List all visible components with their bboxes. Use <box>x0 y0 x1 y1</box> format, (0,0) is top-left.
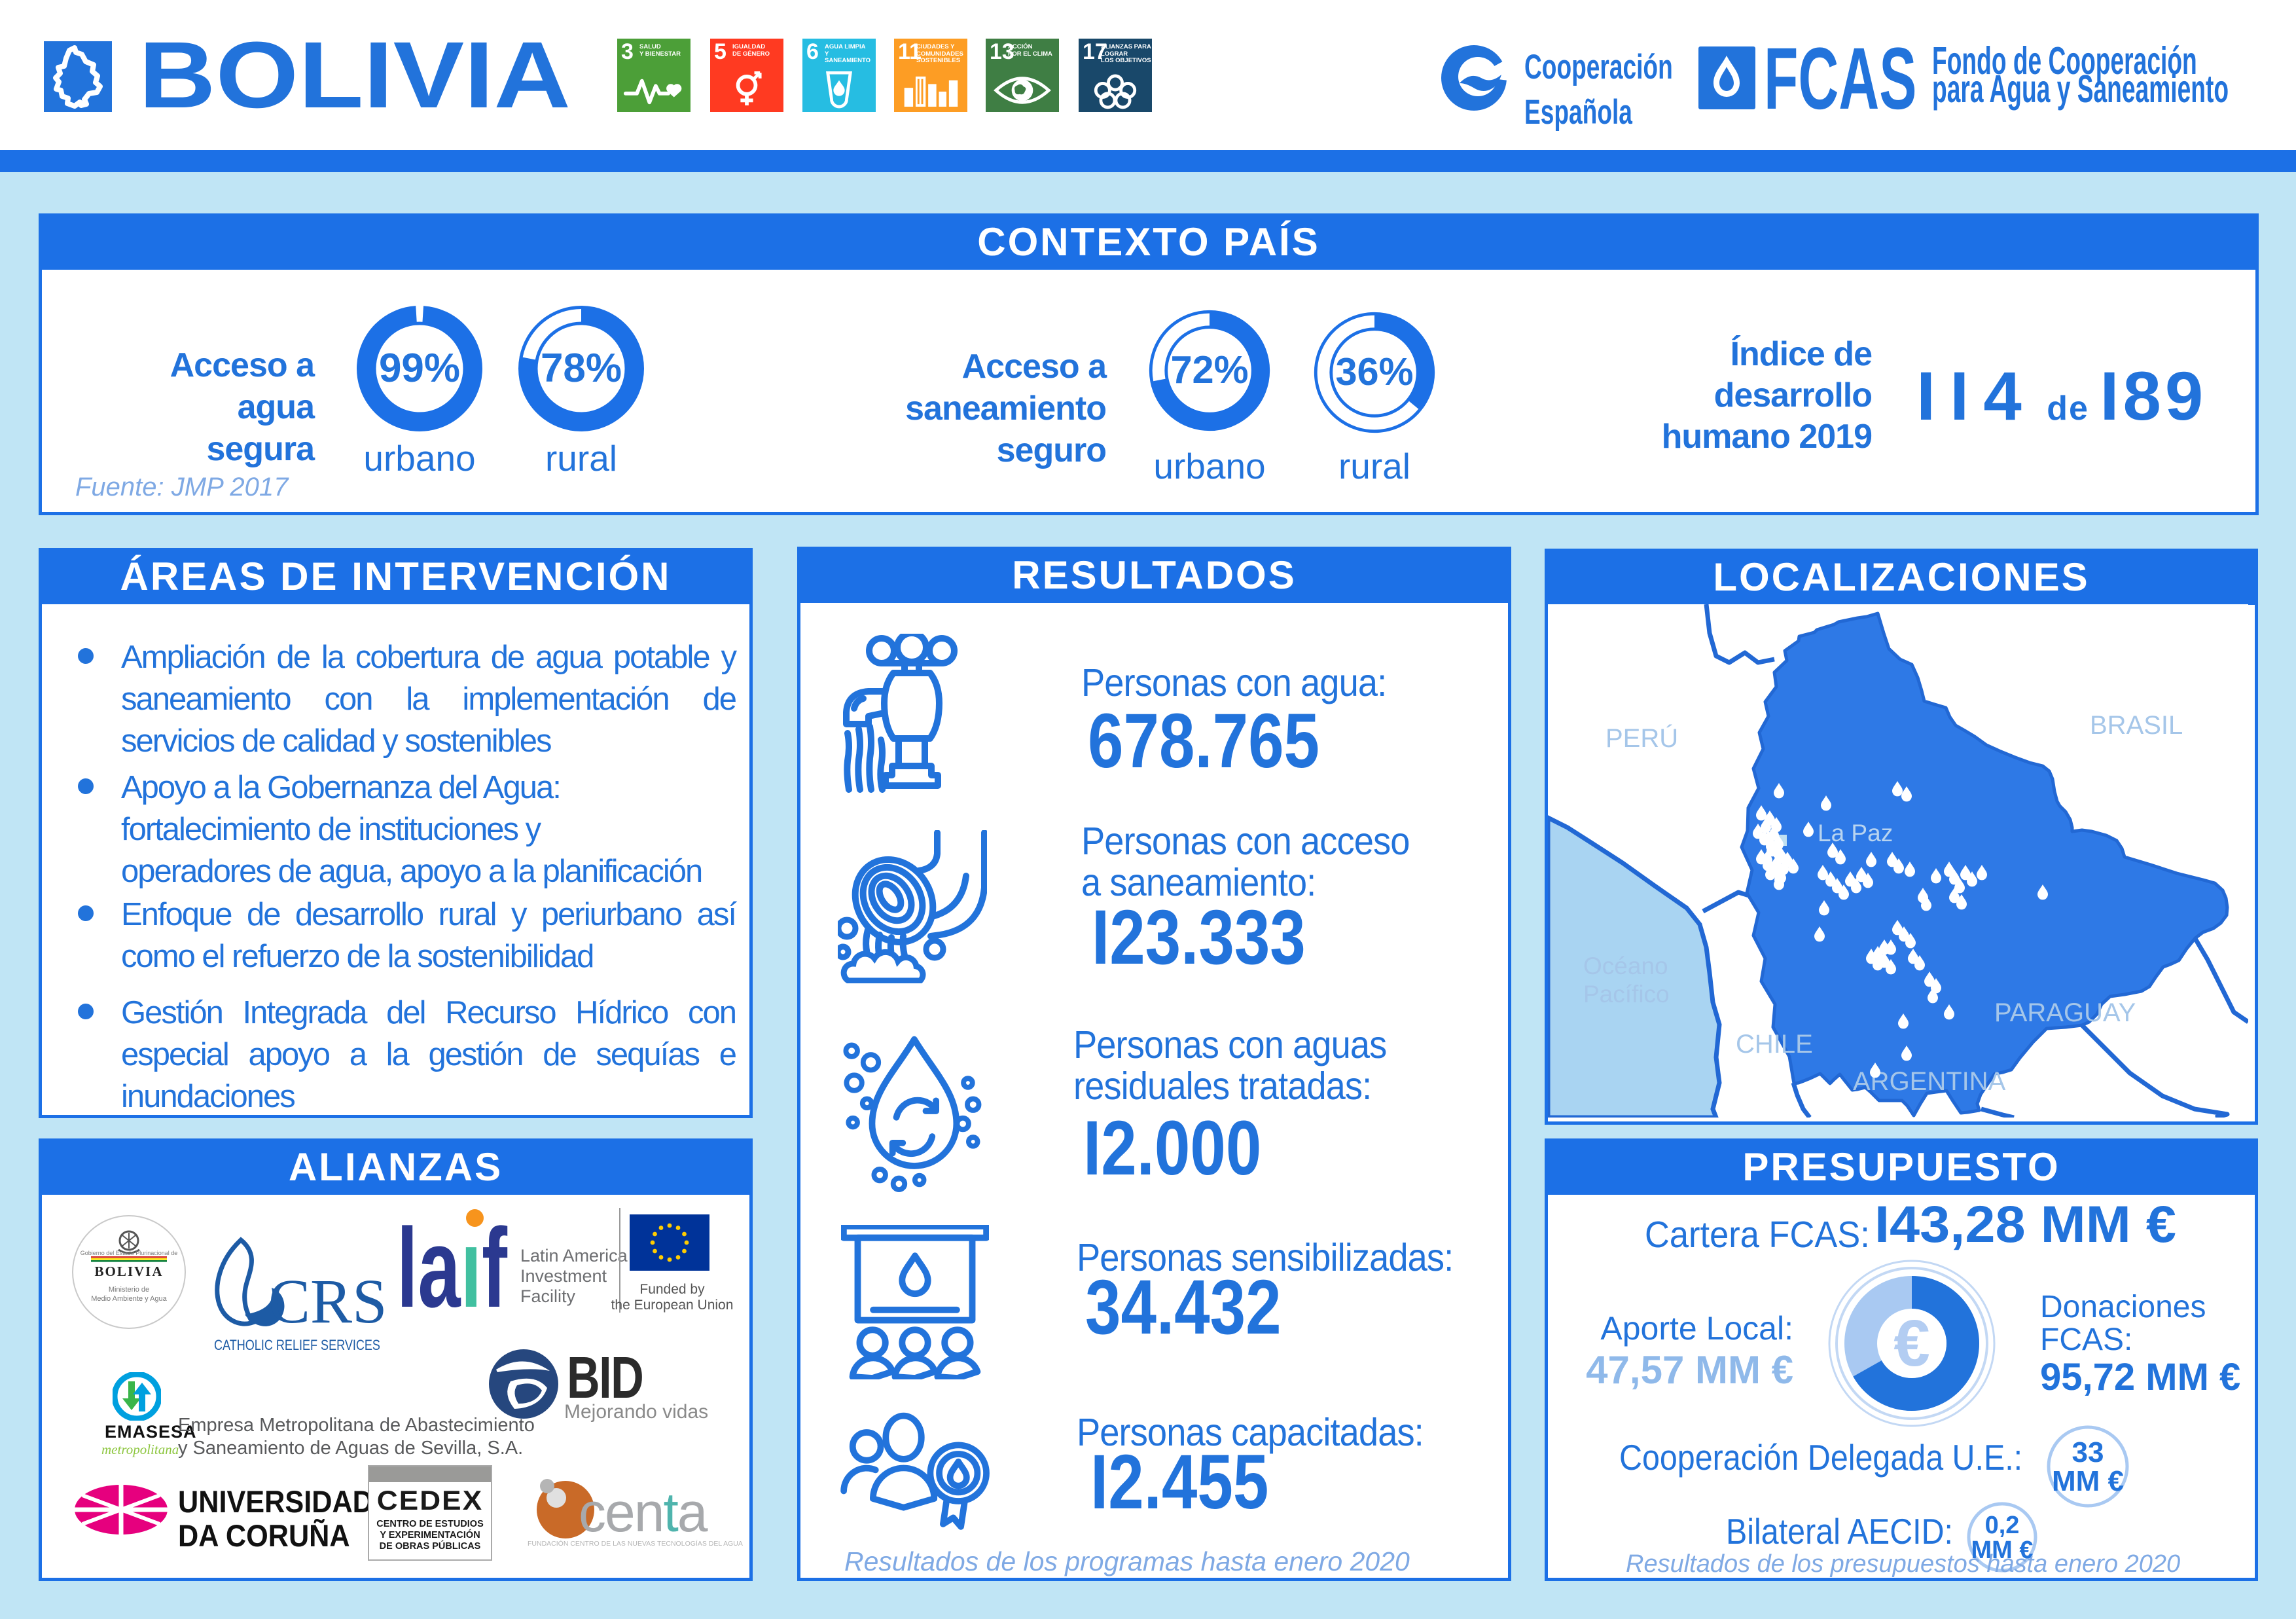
svg-text:MM €: MM € <box>1971 1537 2034 1564</box>
svg-text:Pacífico: Pacífico <box>1583 981 1670 1008</box>
svg-text:CRS: CRS <box>268 1266 387 1336</box>
svg-text:La Paz: La Paz <box>1818 820 1893 846</box>
svg-text:Ministerio de: Ministerio de <box>109 1286 149 1294</box>
svg-text:BOLIVIA: BOLIVIA <box>94 1264 163 1279</box>
svg-text:78%: 78% <box>541 346 622 391</box>
svg-text:€: € <box>1893 1307 1930 1380</box>
svg-text:Gobierno del Estado Plurinacio: Gobierno del Estado Plurinacional de <box>81 1250 178 1256</box>
svg-text:Océano: Océano <box>1583 953 1668 979</box>
svg-text:BRASIL: BRASIL <box>2090 711 2183 740</box>
svg-text:33: 33 <box>2072 1436 2104 1468</box>
svg-text:36%: 36% <box>1335 350 1413 393</box>
svg-text:PARAGUAY: PARAGUAY <box>1994 998 2136 1027</box>
svg-text:Medio Ambiente y Agua: Medio Ambiente y Agua <box>91 1295 167 1303</box>
svg-text:99%: 99% <box>379 346 460 391</box>
svg-text:CHILE: CHILE <box>1736 1030 1813 1059</box>
svg-text:72%: 72% <box>1170 348 1248 391</box>
svg-text:PERÚ: PERÚ <box>1605 723 1678 753</box>
svg-text:MM €: MM € <box>2052 1465 2124 1497</box>
svg-text:0,2: 0,2 <box>1985 1512 2020 1539</box>
